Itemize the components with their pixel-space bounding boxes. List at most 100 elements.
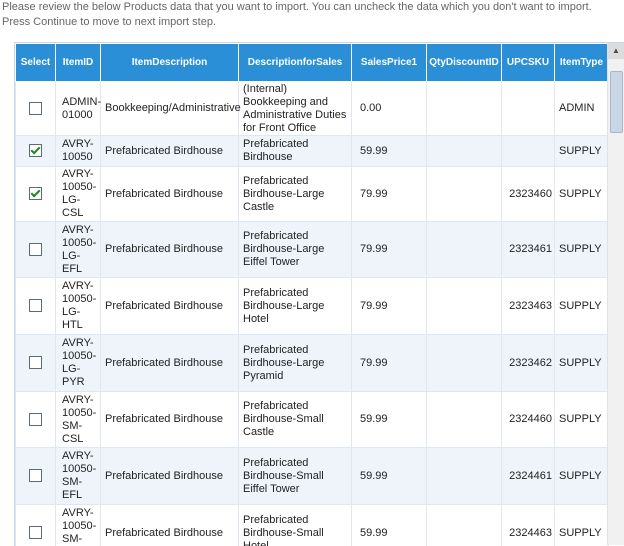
- header-select[interactable]: Select: [16, 44, 56, 82]
- header-item-description[interactable]: ItemDescription: [101, 44, 239, 82]
- sales-price-cell: 59.99: [352, 392, 427, 448]
- description-for-sales-cell: Prefabricated Birdhouse-Large Hotel: [239, 278, 352, 335]
- qty-discount-id-cell: [427, 222, 502, 278]
- table-row: AVRY-10050-LG-HTL Prefabricated Birdhous…: [16, 278, 609, 335]
- upc-sku-cell: 2324461: [502, 448, 555, 505]
- select-cell: [16, 392, 56, 448]
- item-id-cell: AVRY-10050-SM-CSL: [56, 392, 101, 448]
- qty-discount-id-cell: [427, 278, 502, 335]
- item-description-cell: Prefabricated Birdhouse: [101, 222, 239, 278]
- upc-sku-cell: [502, 82, 555, 136]
- select-cell: [16, 505, 56, 546]
- item-id-cell: AVRY-10050-SM-EFL: [56, 448, 101, 505]
- table-row: AVRY-10050-SM-CSL Prefabricated Birdhous…: [16, 392, 609, 448]
- sales-price-cell: 79.99: [352, 335, 427, 392]
- select-cell: [16, 278, 56, 335]
- sales-price-cell: 59.99: [352, 505, 427, 546]
- item-type-cell: SUPPLY: [555, 505, 609, 546]
- item-type-cell: SUPPLY: [555, 222, 609, 278]
- checkbox-icon[interactable]: [29, 413, 42, 426]
- item-type-cell: SUPPLY: [555, 335, 609, 392]
- description-for-sales-cell: Prefabricated Birdhouse-Large Eiffel Tow…: [239, 222, 352, 278]
- sales-price-cell: 79.99: [352, 278, 427, 335]
- table-row: AVRY-10050-LG-CSL Prefabricated Birdhous…: [16, 167, 609, 222]
- upc-sku-cell: [502, 136, 555, 167]
- checkbox-icon[interactable]: [29, 187, 42, 200]
- item-id-cell: ADMIN-01000: [56, 82, 101, 136]
- scrollbar-thumb[interactable]: [610, 71, 623, 133]
- upc-sku-cell: 2323462: [502, 335, 555, 392]
- item-description-cell: Prefabricated Birdhouse: [101, 335, 239, 392]
- qty-discount-id-cell: [427, 392, 502, 448]
- scroll-up-arrow-icon: ▲: [612, 47, 620, 55]
- header-item-id[interactable]: ItemID: [56, 44, 101, 82]
- header-sales-price[interactable]: SalesPrice1: [352, 44, 427, 82]
- upc-sku-cell: 2324463: [502, 505, 555, 546]
- products-table: Select ItemID ItemDescription Descriptio…: [15, 43, 609, 546]
- checkbox-icon[interactable]: [29, 299, 42, 312]
- qty-discount-id-cell: [427, 167, 502, 222]
- description-for-sales-cell: Prefabricated Birdhouse-Large Pyramid: [239, 335, 352, 392]
- item-type-cell: SUPPLY: [555, 448, 609, 505]
- item-description-cell: Prefabricated Birdhouse: [101, 392, 239, 448]
- scroll-up-button[interactable]: ▲: [608, 43, 624, 59]
- item-type-cell: SUPPLY: [555, 136, 609, 167]
- item-description-cell: Prefabricated Birdhouse: [101, 167, 239, 222]
- sales-price-cell: 59.99: [352, 136, 427, 167]
- item-id-cell: AVRY-10050-LG-CSL: [56, 167, 101, 222]
- upc-sku-cell: 2323463: [502, 278, 555, 335]
- header-item-type[interactable]: ItemType: [555, 44, 609, 82]
- description-for-sales-cell: Prefabricated Birdhouse: [239, 136, 352, 167]
- item-description-cell: Prefabricated Birdhouse: [101, 278, 239, 335]
- description-for-sales-cell: Prefabricated Birdhouse-Small Castle: [239, 392, 352, 448]
- select-cell: [16, 448, 56, 505]
- item-type-cell: SUPPLY: [555, 392, 609, 448]
- header-qty-discount-id[interactable]: QtyDiscountID: [427, 44, 502, 82]
- description-for-sales-cell: Prefabricated Birdhouse-Large Castle: [239, 167, 352, 222]
- table-row: AVRY-10050 Prefabricated Birdhouse Prefa…: [16, 136, 609, 167]
- upc-sku-cell: 2323460: [502, 167, 555, 222]
- description-for-sales-cell: Prefabricated Birdhouse-Small Eiffel Tow…: [239, 448, 352, 505]
- select-cell: [16, 167, 56, 222]
- header-upc-sku[interactable]: UPCSKU: [502, 44, 555, 82]
- item-description-cell: Bookkeeping/Administrative: [101, 82, 239, 136]
- header-row: Select ItemID ItemDescription Descriptio…: [16, 44, 609, 82]
- checkbox-icon[interactable]: [29, 526, 42, 539]
- select-cell: [16, 136, 56, 167]
- qty-discount-id-cell: [427, 82, 502, 136]
- description-for-sales-cell: Prefabricated Birdhouse-Small Hotel: [239, 505, 352, 546]
- item-id-cell: AVRY-10050-LG-EFL: [56, 222, 101, 278]
- table-row: AVRY-10050-SM-HTL Prefabricated Birdhous…: [16, 505, 609, 546]
- item-type-cell: SUPPLY: [555, 167, 609, 222]
- qty-discount-id-cell: [427, 136, 502, 167]
- item-description-cell: Prefabricated Birdhouse: [101, 448, 239, 505]
- products-grid-container[interactable]: Select ItemID ItemDescription Descriptio…: [14, 42, 624, 546]
- vertical-scrollbar[interactable]: ▲: [607, 43, 624, 545]
- item-type-cell: ADMIN: [555, 82, 609, 136]
- header-description-for-sales[interactable]: DescriptionforSales: [239, 44, 352, 82]
- sales-price-cell: 59.99: [352, 448, 427, 505]
- instructions-line-2: Press Continue to move to next import st…: [2, 15, 622, 30]
- sales-price-cell: 79.99: [352, 222, 427, 278]
- item-type-cell: SUPPLY: [555, 278, 609, 335]
- qty-discount-id-cell: [427, 448, 502, 505]
- checkbox-icon[interactable]: [29, 102, 42, 115]
- checkbox-icon[interactable]: [29, 356, 42, 369]
- table-row: AVRY-10050-LG-EFL Prefabricated Birdhous…: [16, 222, 609, 278]
- item-id-cell: AVRY-10050: [56, 136, 101, 167]
- sales-price-cell: 79.99: [352, 167, 427, 222]
- checkbox-icon[interactable]: [29, 144, 42, 157]
- select-cell: [16, 335, 56, 392]
- checkbox-icon[interactable]: [29, 243, 42, 256]
- description-for-sales-cell: (Internal) Bookkeeping and Administrativ…: [239, 82, 352, 136]
- item-id-cell: AVRY-10050-SM-HTL: [56, 505, 101, 546]
- qty-discount-id-cell: [427, 505, 502, 546]
- upc-sku-cell: 2324460: [502, 392, 555, 448]
- select-cell: [16, 82, 56, 136]
- upc-sku-cell: 2323461: [502, 222, 555, 278]
- checkbox-icon[interactable]: [29, 469, 42, 482]
- qty-discount-id-cell: [427, 335, 502, 392]
- sales-price-cell: 0.00: [352, 82, 427, 136]
- item-description-cell: Prefabricated Birdhouse: [101, 136, 239, 167]
- table-row: AVRY-10050-SM-EFL Prefabricated Birdhous…: [16, 448, 609, 505]
